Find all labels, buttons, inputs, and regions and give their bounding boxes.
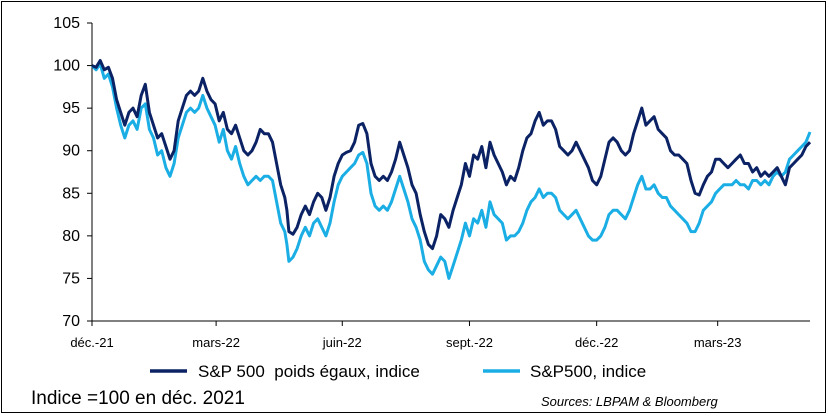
- y-tick-label: 70: [62, 313, 80, 330]
- x-axis-ticks: déc.-21 mars-22 juin-22 sept.-22 déc.-22 mars…: [70, 321, 742, 350]
- x-tick-label: déc.-22: [575, 335, 618, 350]
- legend-label-sp500: S&P500, indice: [530, 362, 646, 381]
- legend-label-equal-weight: S&P 500 poids égaux, indice: [198, 362, 420, 381]
- y-axis-ticks: 70 75 80 85 90 95 100 105: [53, 15, 92, 330]
- x-tick-label: mars-22: [192, 335, 240, 350]
- y-tick-label: 80: [62, 228, 80, 245]
- legend: S&P 500 poids égaux, indice S&P500, indi…: [150, 362, 646, 381]
- axes: [91, 23, 810, 322]
- y-tick-label: 85: [62, 185, 80, 202]
- series-line-equal-weight: [91, 59, 812, 251]
- y-tick-label: 90: [62, 143, 80, 160]
- source-note: Sources: LBPAM & Bloomberg: [541, 394, 718, 409]
- y-tick-label: 75: [62, 270, 80, 287]
- x-tick-label: juin-22: [322, 335, 362, 350]
- x-tick-label: déc.-21: [70, 335, 113, 350]
- series-lines: [90, 59, 812, 280]
- y-tick-label: 100: [53, 58, 80, 75]
- x-tick-label: sept.-22: [446, 335, 493, 350]
- y-tick-label: 105: [53, 15, 80, 32]
- series-line-sp500: [90, 62, 812, 280]
- y-tick-label: 95: [62, 100, 80, 117]
- x-tick-label: mars-23: [694, 335, 742, 350]
- index-note: Indice =100 en déc. 2021: [31, 388, 245, 409]
